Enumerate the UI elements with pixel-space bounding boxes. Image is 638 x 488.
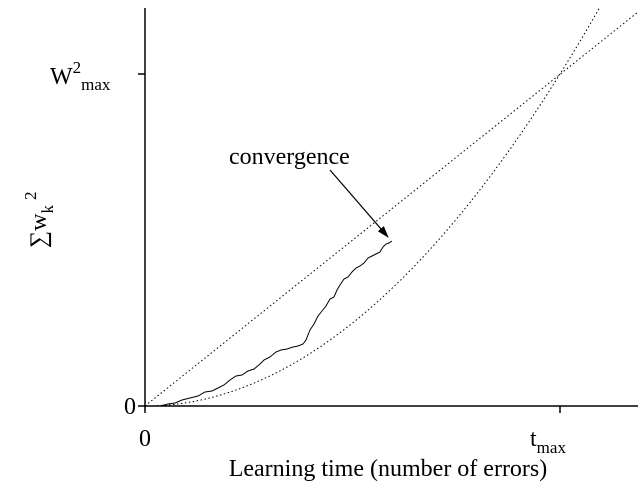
x-tick-label: tmax [530, 426, 566, 457]
label-sup: 2 [21, 192, 40, 201]
tick-sub: max [537, 438, 567, 457]
label-sub: k [38, 205, 57, 214]
arrow [329, 169, 389, 238]
annotation: convergence [229, 144, 350, 170]
x-axis-label: Learning time (number of errors) [229, 456, 548, 482]
tick-sub: max [81, 75, 111, 94]
tick-base: W [50, 64, 73, 90]
tick-sup: 2 [73, 58, 82, 77]
learning-curve [159, 240, 393, 407]
y-origin-label: 0 [124, 394, 136, 420]
x-origin-label: 0 [139, 426, 151, 452]
linear-bound [144, 11, 638, 407]
y-axis-label: ∑wk 2 [21, 192, 57, 248]
label-base: ∑w [26, 213, 52, 248]
y-tick-label: W2max [50, 58, 111, 94]
quadratic-bound [145, 8, 600, 407]
tick-base: t [530, 426, 537, 452]
